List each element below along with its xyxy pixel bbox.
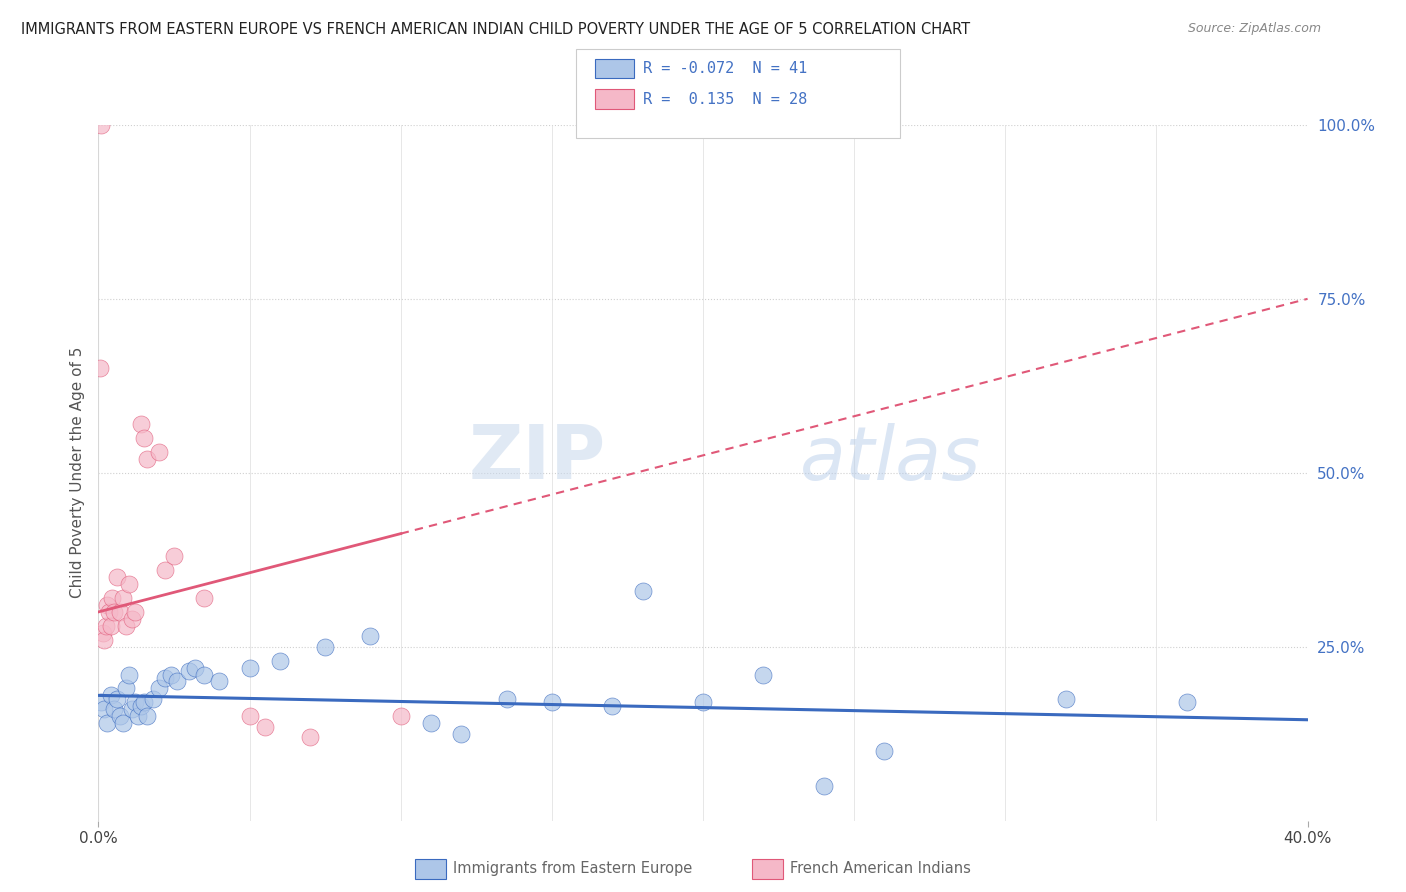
Point — [89, 361, 111, 376]
Point — [314, 640, 336, 654]
Point — [179, 664, 201, 678]
Point — [752, 667, 775, 681]
Point — [132, 695, 155, 709]
Point — [184, 660, 207, 674]
Point — [103, 605, 125, 619]
Point — [114, 681, 136, 696]
Point — [105, 570, 128, 584]
Point — [239, 709, 262, 723]
Point — [124, 605, 146, 619]
Text: French American Indians: French American Indians — [790, 862, 972, 876]
Text: ZIP: ZIP — [470, 422, 606, 495]
Point — [873, 744, 896, 758]
Point — [100, 689, 122, 703]
Text: IMMIGRANTS FROM EASTERN EUROPE VS FRENCH AMERICAN INDIAN CHILD POVERTY UNDER THE: IMMIGRANTS FROM EASTERN EUROPE VS FRENCH… — [21, 22, 970, 37]
Point — [163, 549, 186, 564]
Point — [93, 632, 115, 647]
Point — [101, 591, 124, 605]
Point — [127, 709, 149, 723]
Point — [129, 417, 152, 431]
Point — [148, 445, 170, 459]
Point — [96, 716, 118, 731]
Point — [142, 692, 165, 706]
Text: Immigrants from Eastern Europe: Immigrants from Eastern Europe — [453, 862, 692, 876]
Point — [93, 702, 115, 716]
Point — [100, 619, 122, 633]
Point — [108, 605, 131, 619]
Point — [114, 619, 136, 633]
Point — [105, 692, 128, 706]
Point — [118, 577, 141, 591]
Point — [208, 674, 231, 689]
Point — [94, 619, 117, 633]
Point — [111, 716, 134, 731]
Point — [103, 702, 125, 716]
Point — [90, 695, 112, 709]
Point — [96, 598, 118, 612]
Point — [132, 431, 155, 445]
Point — [129, 698, 152, 713]
Point — [1175, 695, 1198, 709]
Point — [253, 720, 276, 734]
Point — [98, 605, 121, 619]
Point — [91, 625, 114, 640]
Point — [90, 118, 112, 132]
Point — [193, 667, 215, 681]
Point — [108, 709, 131, 723]
Point — [111, 591, 134, 605]
Point — [813, 779, 835, 793]
Point — [166, 674, 188, 689]
Point — [121, 702, 143, 716]
Point — [269, 654, 291, 668]
Point — [450, 726, 472, 740]
Point — [124, 695, 146, 709]
Text: R =  0.135  N = 28: R = 0.135 N = 28 — [643, 92, 807, 106]
Text: R = -0.072  N = 41: R = -0.072 N = 41 — [643, 62, 807, 76]
Point — [121, 612, 143, 626]
Point — [160, 667, 183, 681]
Point — [299, 730, 322, 744]
Point — [692, 695, 714, 709]
Point — [118, 667, 141, 681]
Point — [389, 709, 412, 723]
Point — [360, 629, 382, 643]
Point — [153, 671, 176, 685]
Point — [135, 709, 157, 723]
Point — [495, 692, 517, 706]
Point — [541, 695, 564, 709]
Y-axis label: Child Poverty Under the Age of 5: Child Poverty Under the Age of 5 — [69, 347, 84, 599]
Point — [239, 660, 262, 674]
Point — [602, 698, 624, 713]
Point — [631, 584, 654, 599]
Point — [420, 716, 443, 731]
Point — [148, 681, 170, 696]
Text: Source: ZipAtlas.com: Source: ZipAtlas.com — [1188, 22, 1322, 36]
Point — [153, 563, 176, 577]
Text: atlas: atlas — [800, 423, 981, 495]
Point — [1054, 692, 1077, 706]
Point — [193, 591, 215, 605]
Point — [135, 451, 157, 466]
